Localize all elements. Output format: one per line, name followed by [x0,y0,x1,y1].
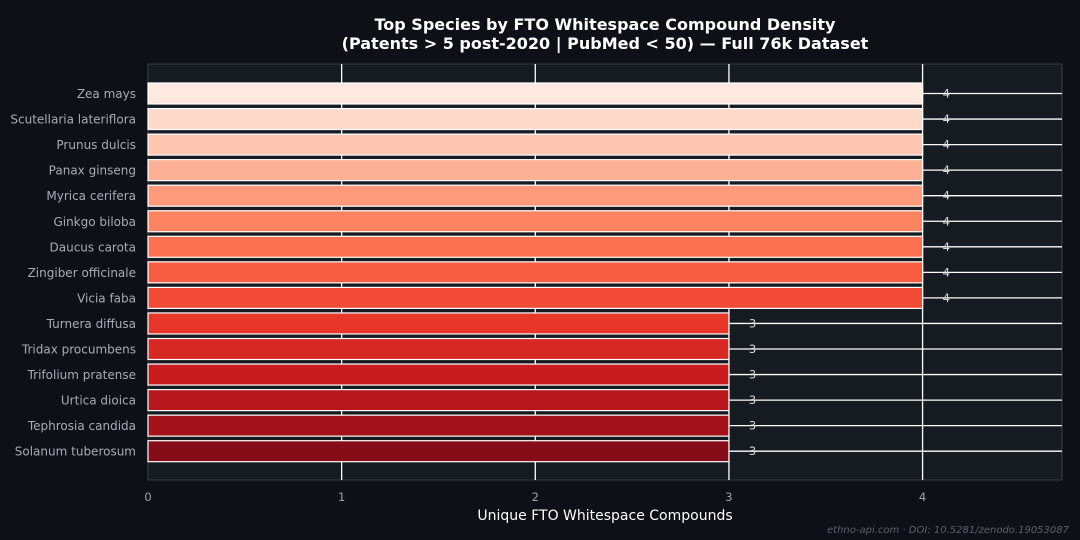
bar [147,107,924,131]
bar-value-label: 4 [943,87,950,101]
bar [147,261,924,284]
x-axis-ticks: 0 1 2 3 4 [144,490,926,504]
y-category-label: Zea mays [77,87,136,101]
bars [147,82,924,463]
bar [147,286,924,309]
bar [147,389,730,412]
y-category-label: Prunus dulcis [56,138,136,152]
bar-value-label: 4 [943,163,950,177]
value-labels: 4 4 4 4 4 4 4 4 4 3 3 3 3 3 3 [749,87,950,459]
bar [147,184,924,207]
y-category-label: Urtica dioica [61,394,136,408]
y-category-label: Tridax procumbens [21,343,136,357]
x-tick-label: 3 [725,490,732,504]
y-category-label: Tephrosia candida [27,419,136,433]
y-category-label: Trifolium pratense [27,368,136,382]
bar-value-label: 4 [943,265,950,279]
bar-value-label: 3 [749,444,756,458]
bar [147,159,924,182]
bar-value-label: 3 [749,342,756,356]
y-category-label: Turnera diffusa [46,317,136,331]
bar-value-label: 4 [943,189,950,203]
x-axis-label: Unique FTO Whitespace Compounds [477,508,732,524]
x-tick-label: 4 [919,490,926,504]
y-category-label: Solanum tuberosum [15,445,136,459]
x-tick-label: 2 [532,490,539,504]
bar [147,235,924,258]
y-category-label: Scutellaria lateriflora [10,113,136,127]
bar [147,440,730,463]
chart-title-line-2: (Patents > 5 post-2020 | PubMed < 50) — … [342,34,869,54]
bar [147,82,924,105]
bar [147,363,730,386]
bar-value-label: 3 [749,419,756,433]
category-labels: Zea mays Scutellaria lateriflora Prunus du… [10,87,136,459]
bar [147,312,730,335]
y-category-label: Vicia faba [77,291,136,305]
bar-value-label: 4 [943,214,950,228]
bar-value-label: 4 [943,138,950,152]
y-category-label: Daucus carota [50,240,137,254]
bar [147,210,924,233]
y-category-label: Myrica cerifera [46,189,136,203]
chart-title-line-1: Top Species by FTO Whitespace Compound D… [375,15,837,34]
bar [147,133,924,156]
bar-value-label: 4 [943,291,950,305]
bar-value-label: 4 [943,112,950,126]
bar-value-label: 3 [749,316,756,330]
bar-value-label: 3 [749,368,756,382]
bar-value-label: 4 [943,240,950,254]
x-tick-label: 0 [144,490,151,504]
y-category-label: Zingiber officinale [28,266,136,280]
x-tick-label: 1 [338,490,345,504]
bar [147,414,730,437]
y-category-label: Panax ginseng [49,164,136,178]
bar [147,337,730,361]
bar-value-label: 3 [749,393,756,407]
footer-credit: ethno-api.com · DOI: 10.5281/zenodo.1905… [827,525,1070,536]
y-category-label: Ginkgo biloba [53,215,136,229]
